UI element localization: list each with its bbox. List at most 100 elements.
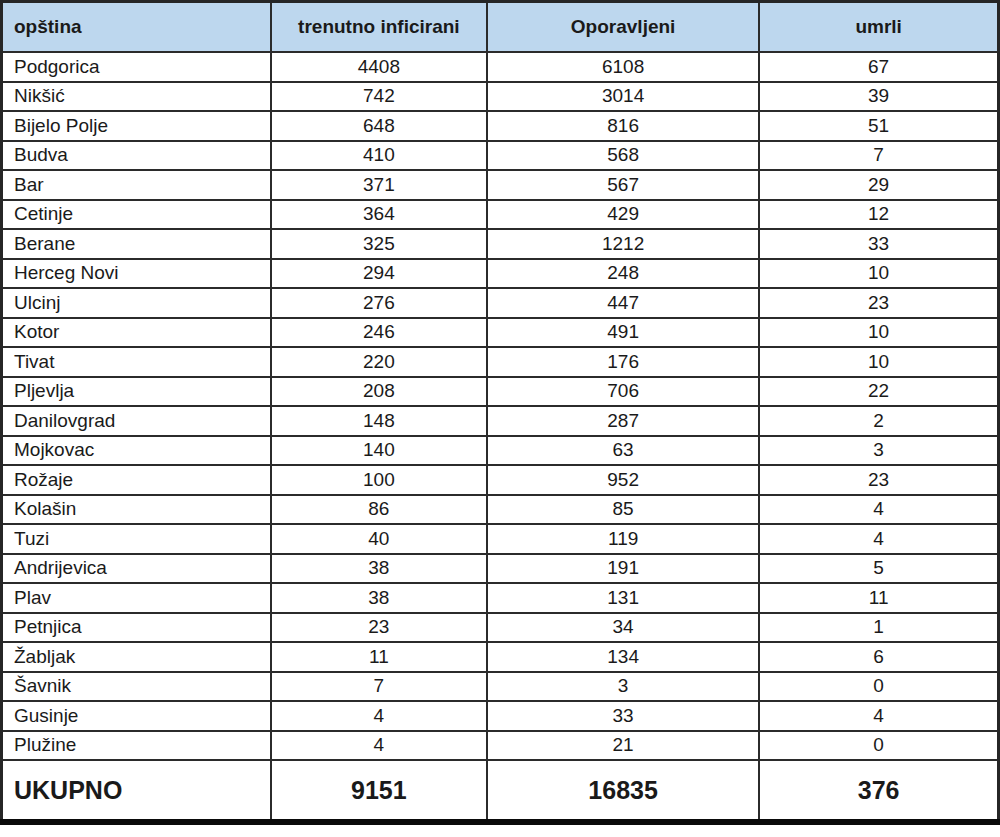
- recovered-cell: 176: [487, 347, 759, 377]
- municipality-cell: Podgorica: [2, 52, 271, 82]
- table-row: Bijelo Polje 648 816 51: [2, 111, 999, 141]
- table-row: Petnjica 23 34 1: [2, 613, 999, 643]
- municipality-cell: Bar: [2, 170, 271, 200]
- infected-cell: 208: [271, 377, 487, 407]
- recovered-cell: 34: [487, 613, 759, 643]
- deaths-cell: 6: [759, 642, 998, 672]
- infected-cell: 246: [271, 318, 487, 348]
- deaths-cell: 10: [759, 347, 998, 377]
- deaths-cell: 33: [759, 229, 998, 259]
- header-cell-municipality: opština: [2, 2, 271, 53]
- table-row: Nikšić 742 3014 39: [2, 82, 999, 112]
- recovered-cell: 1212: [487, 229, 759, 259]
- table-row: Gusinje 4 33 4: [2, 701, 999, 731]
- recovered-cell: 429: [487, 200, 759, 230]
- deaths-cell: 39: [759, 82, 998, 112]
- header-row: opština trenutno inficirani Oporavljeni …: [2, 2, 999, 53]
- table-row: Rožaje 100 952 23: [2, 465, 999, 495]
- deaths-cell: 1: [759, 613, 998, 643]
- recovered-cell: 33: [487, 701, 759, 731]
- municipality-cell: Žabljak: [2, 642, 271, 672]
- infected-cell: 23: [271, 613, 487, 643]
- deaths-cell: 10: [759, 318, 998, 348]
- total-row: UKUPNO 9151 16835 376: [2, 760, 999, 822]
- municipality-cell: Kotor: [2, 318, 271, 348]
- infected-cell: 325: [271, 229, 487, 259]
- infected-cell: 294: [271, 259, 487, 289]
- deaths-cell: 67: [759, 52, 998, 82]
- municipality-cell: Herceg Novi: [2, 259, 271, 289]
- deaths-cell: 4: [759, 701, 998, 731]
- recovered-cell: 21: [487, 731, 759, 761]
- municipality-cell: Tivat: [2, 347, 271, 377]
- deaths-cell: 11: [759, 583, 998, 613]
- table-body: Podgorica 4408 6108 67 Nikšić 742 3014 3…: [2, 52, 999, 760]
- header-cell-deaths: umrli: [759, 2, 998, 53]
- recovered-cell: 119: [487, 524, 759, 554]
- recovered-cell: 287: [487, 406, 759, 436]
- infected-cell: 4: [271, 731, 487, 761]
- deaths-cell: 0: [759, 672, 998, 702]
- table-row: Ulcinj 276 447 23: [2, 288, 999, 318]
- infected-cell: 742: [271, 82, 487, 112]
- recovered-cell: 567: [487, 170, 759, 200]
- covid-table-container: opština trenutno inficirani Oporavljeni …: [0, 0, 1000, 837]
- municipality-cell: Budva: [2, 141, 271, 171]
- table-row: Plužine 4 21 0: [2, 731, 999, 761]
- municipality-cell: Petnjica: [2, 613, 271, 643]
- table-row: Kotor 246 491 10: [2, 318, 999, 348]
- deaths-cell: 10: [759, 259, 998, 289]
- infected-cell: 410: [271, 141, 487, 171]
- table-row: Danilovgrad 148 287 2: [2, 406, 999, 436]
- table-row: Herceg Novi 294 248 10: [2, 259, 999, 289]
- municipality-cell: Mojkovac: [2, 436, 271, 466]
- municipality-cell: Berane: [2, 229, 271, 259]
- infected-cell: 40: [271, 524, 487, 554]
- municipality-cell: Danilovgrad: [2, 406, 271, 436]
- municipality-cell: Andrijevica: [2, 554, 271, 584]
- municipality-cell: Plužine: [2, 731, 271, 761]
- table-row: Cetinje 364 429 12: [2, 200, 999, 230]
- deaths-cell: 0: [759, 731, 998, 761]
- infected-cell: 4: [271, 701, 487, 731]
- recovered-cell: 706: [487, 377, 759, 407]
- municipality-cell: Gusinje: [2, 701, 271, 731]
- total-deaths-cell: 376: [759, 760, 998, 822]
- header-cell-currently-infected: trenutno inficirani: [271, 2, 487, 53]
- header-cell-recovered: Oporavljeni: [487, 2, 759, 53]
- recovered-cell: 816: [487, 111, 759, 141]
- infected-cell: 276: [271, 288, 487, 318]
- deaths-cell: 29: [759, 170, 998, 200]
- table-row: Tuzi 40 119 4: [2, 524, 999, 554]
- total-label-cell: UKUPNO: [2, 760, 271, 822]
- deaths-cell: 5: [759, 554, 998, 584]
- recovered-cell: 85: [487, 495, 759, 525]
- municipality-cell: Cetinje: [2, 200, 271, 230]
- table-row: Berane 325 1212 33: [2, 229, 999, 259]
- infected-cell: 100: [271, 465, 487, 495]
- table-row: Kolašin 86 85 4: [2, 495, 999, 525]
- table-row: Tivat 220 176 10: [2, 347, 999, 377]
- table-row: Šavnik 7 3 0: [2, 672, 999, 702]
- table-row: Andrijevica 38 191 5: [2, 554, 999, 584]
- covid-municipality-table: opština trenutno inficirani Oporavljeni …: [0, 0, 1000, 825]
- recovered-cell: 3: [487, 672, 759, 702]
- recovered-cell: 952: [487, 465, 759, 495]
- total-infected-cell: 9151: [271, 760, 487, 822]
- table-row: Bar 371 567 29: [2, 170, 999, 200]
- municipality-cell: Rožaje: [2, 465, 271, 495]
- recovered-cell: 568: [487, 141, 759, 171]
- deaths-cell: 23: [759, 465, 998, 495]
- infected-cell: 364: [271, 200, 487, 230]
- infected-cell: 220: [271, 347, 487, 377]
- municipality-cell: Tuzi: [2, 524, 271, 554]
- deaths-cell: 12: [759, 200, 998, 230]
- municipality-cell: Plav: [2, 583, 271, 613]
- infected-cell: 86: [271, 495, 487, 525]
- infected-cell: 38: [271, 583, 487, 613]
- recovered-cell: 6108: [487, 52, 759, 82]
- deaths-cell: 23: [759, 288, 998, 318]
- deaths-cell: 3: [759, 436, 998, 466]
- table-row: Žabljak 11 134 6: [2, 642, 999, 672]
- recovered-cell: 447: [487, 288, 759, 318]
